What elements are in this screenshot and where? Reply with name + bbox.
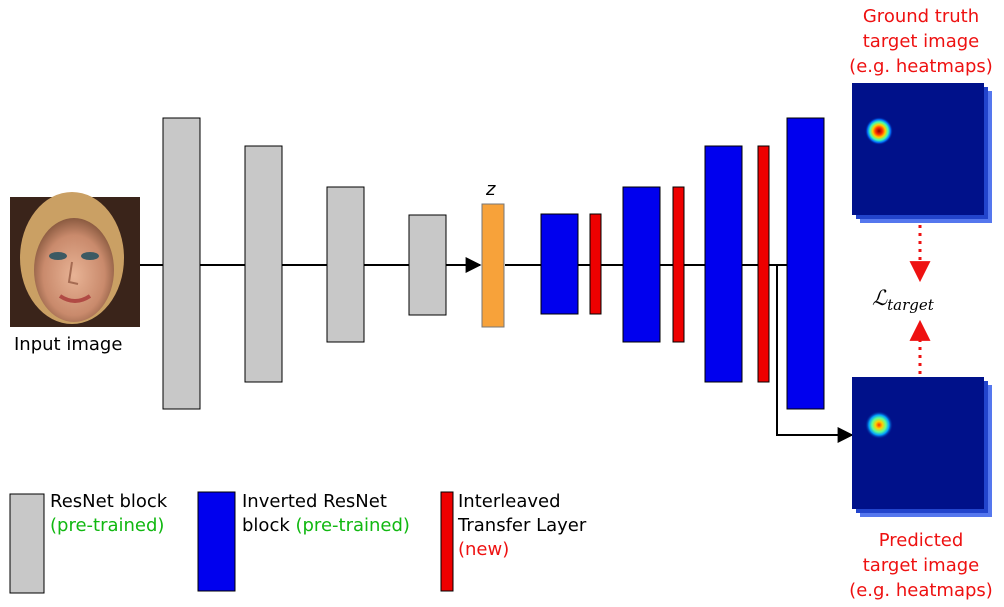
resnet-block-4 [408,214,447,316]
loss-subscript: target [887,296,934,315]
predicted-heatmap [852,377,992,517]
latent-label: z [486,179,496,200]
loss-label: ℒtarget [872,286,934,315]
legend-resnet-text: ResNet block (pre-trained) [50,490,167,538]
legend-inverted-line-1: Inverted ResNet [242,491,387,512]
legend-resnet-line-1: ResNet block [50,491,168,512]
legend-transfer-line-1: Interleaved [458,491,561,512]
predicted-line-1: Predicted [878,530,964,551]
ground-truth-line-1: Ground truth [862,6,980,27]
legend-resnet-line-2: (pre-trained) [50,515,165,536]
predicted-caption: Predicted target image (e.g. heatmaps) [836,528,1004,603]
predicted-line-2: target image [862,555,980,576]
legend-inverted-text: Inverted ResNet block (pre-trained) [242,490,410,538]
input-image-label: Input image [14,334,123,355]
resnet-block-2 [244,145,283,383]
inverted-resnet-block-2 [622,186,661,343]
transfer-layer-2 [672,186,685,343]
ground-truth-line-3: (e.g. heatmaps) [849,56,993,77]
inverted-resnet-block-4 [786,117,825,410]
transfer-layer-3 [757,145,770,383]
legend-swatch-inverted [197,491,236,592]
resnet-block-1 [162,117,201,410]
predicted-line-3: (e.g. heatmaps) [849,580,993,601]
legend-transfer-line-2: Transfer Layer [458,515,587,536]
legend-swatch-transfer [440,491,454,592]
legend-inverted-line-2: block (pre-trained) [242,514,410,538]
transfer-layer-1 [589,213,602,315]
ground-truth-caption: Ground truth target image (e.g. heatmaps… [836,4,1004,79]
latent-block [481,203,505,328]
prediction-branch-arrow [776,265,854,443]
inverted-resnet-block-3 [704,145,743,383]
legend-transfer-text: Interleaved Transfer Layer (new) [458,490,586,562]
ground-truth-line-2: target image [862,31,980,52]
input-image [10,192,140,327]
ground-truth-heatmap [852,83,992,223]
legend-swatch-resnet [9,493,45,594]
legend-inverted-line-2-prefix: block [242,515,296,536]
legend-inverted-line-2-suffix: (pre-trained) [295,515,410,536]
legend-transfer-line-3: (new) [458,539,510,560]
resnet-block-3 [326,186,365,343]
inverted-resnet-block-1 [540,213,579,315]
